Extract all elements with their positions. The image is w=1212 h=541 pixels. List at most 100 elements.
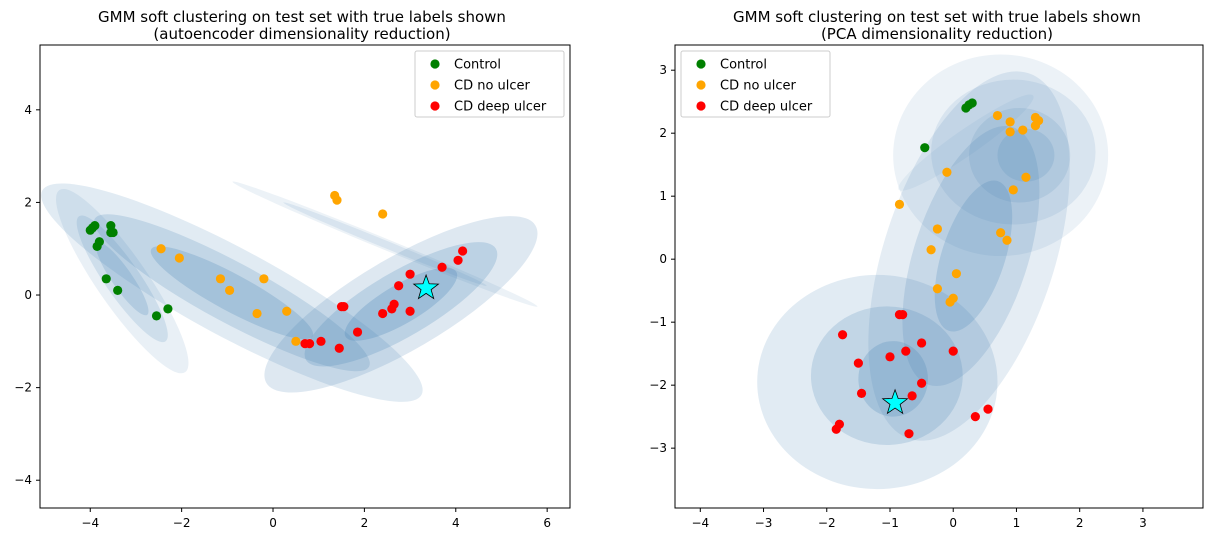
right-point-cd-no-ulcer-1	[1005, 117, 1015, 127]
right-point-cd-deep-ulcer-12	[970, 412, 980, 422]
left-star-marker	[412, 273, 440, 300]
right-gmm-ellipse-0	[757, 274, 998, 490]
right-legend-entry-cd-no-ulcer: CD no ulcer	[696, 79, 797, 94]
left-y-tick-label: −2	[14, 381, 32, 395]
right-legend-box	[680, 50, 831, 118]
right-chart-title: GMM soft clustering on test set with tru…	[733, 8, 1141, 26]
right-point-cd-no-ulcer-2	[1005, 127, 1015, 137]
right-gmm-ellipses	[757, 54, 1109, 490]
left-legend-label-cd-no-ulcer: CD no ulcer	[454, 79, 531, 94]
right-chart-subtitle: (PCA dimensionality reduction)	[821, 25, 1053, 43]
left-gmm-ellipse-9	[232, 181, 538, 307]
right-legend-label-cd-deep-ulcer: CD deep ulcer	[720, 100, 813, 115]
right-point-cd-no-ulcer-8	[1021, 172, 1031, 182]
right-y-tick-label: −3	[649, 441, 667, 455]
right-y-tick-label: 3	[659, 63, 667, 77]
left-point-cd-deep-ulcer-15	[458, 246, 468, 256]
right-point-cd-no-ulcer-15	[951, 269, 961, 279]
left-point-control-10	[151, 311, 162, 321]
left-legend-label-control: Control	[454, 58, 501, 73]
right-point-cd-deep-ulcer-1	[898, 310, 908, 320]
right-x-tick-label: −1	[881, 516, 899, 530]
right-point-cd-deep-ulcer-9	[856, 388, 867, 398]
left-chart-subtitle: (autoencoder dimensionality reduction)	[153, 25, 450, 43]
left-y-tick-label: 4	[24, 103, 32, 117]
left-gmm-ellipse-7	[304, 242, 498, 367]
right-point-cd-deep-ulcer-15	[904, 429, 914, 439]
right-legend-marker-control	[696, 59, 706, 69]
left-point-control-9	[113, 285, 123, 295]
right-gmm-ellipse-4	[902, 126, 1040, 387]
right-gmm-ellipse-8	[969, 107, 1071, 203]
right-point-cd-no-ulcer-9	[942, 167, 952, 177]
right-point-cd-deep-ulcer-11	[983, 404, 993, 414]
left-x-tick-label: 4	[452, 516, 460, 530]
right-x-tick-label: −4	[691, 516, 709, 530]
right-legend-entry-control: Control	[696, 58, 767, 73]
left-point-cd-deep-ulcer-10	[394, 281, 404, 291]
left-point-control-5	[106, 227, 116, 238]
left-point-cd-no-ulcer-1	[174, 253, 184, 263]
left-y-tick-label: −4	[14, 473, 32, 487]
left-point-cd-no-ulcer-0	[156, 244, 166, 254]
left-point-cd-deep-ulcer-7	[378, 308, 388, 319]
right-legend-label-control: Control	[720, 58, 767, 73]
left-gmm-ellipse-0	[56, 188, 189, 374]
left-point-cd-deep-ulcer-1	[304, 339, 315, 349]
left-legend-marker-cd-deep-ulcer	[430, 101, 440, 111]
left-legend-entry-cd-deep-ulcer: CD deep ulcer	[430, 100, 547, 115]
left-x-tick-label: 6	[543, 516, 551, 530]
right-legend: Control CD no ulcer CD deep ulcer	[680, 50, 831, 118]
right-legend-marker-cd-no-ulcer	[696, 80, 706, 90]
left-point-cd-no-ulcer-5	[252, 308, 262, 319]
left-legend-box	[414, 50, 565, 118]
left-legend-entry-cd-no-ulcer: CD no ulcer	[430, 79, 531, 94]
autoencoder-panel: GMM soft clustering on test set with tru…	[14, 8, 571, 530]
left-point-cd-no-ulcer-3	[225, 285, 235, 295]
right-gmm-ellipse-7	[931, 79, 1096, 225]
left-point-control-8	[101, 274, 111, 284]
right-point-cd-deep-ulcer-14	[831, 424, 841, 434]
left-legend-label-cd-deep-ulcer: CD deep ulcer	[454, 100, 547, 115]
left-legend-marker-control	[430, 59, 440, 69]
right-axis-ticks: −4 −3 −2 −1 0 1 2 3 −3 −2 −1 0 1 2 3	[649, 63, 1146, 530]
right-y-tick-label: −1	[649, 315, 667, 329]
right-star-marker	[881, 388, 909, 415]
left-point-cd-deep-ulcer-14	[453, 255, 463, 265]
right-point-cd-deep-ulcer-7	[853, 358, 863, 368]
right-legend-entry-cd-deep-ulcer: CD deep ulcer	[696, 100, 813, 115]
left-x-tick-label: −2	[173, 516, 191, 530]
right-point-cd-no-ulcer-12	[926, 245, 936, 255]
left-legend-entry-control: Control	[430, 58, 501, 73]
right-point-cd-deep-ulcer-4	[901, 346, 911, 356]
right-scatter-points	[831, 98, 1044, 439]
left-plot-frame	[39, 44, 571, 509]
right-x-tick-label: 0	[949, 516, 957, 530]
left-legend: Control CD no ulcer CD deep ulcer	[414, 50, 565, 118]
left-gmm-ellipse-10	[283, 202, 487, 286]
left-x-tick-label: −4	[81, 516, 99, 530]
left-point-cd-deep-ulcer-13	[437, 262, 447, 272]
left-point-control-7	[92, 241, 102, 252]
left-point-control-2	[90, 220, 100, 231]
right-x-tick-label: −2	[818, 516, 836, 530]
right-gmm-ellipse-3	[868, 71, 1070, 441]
right-x-tick-label: 1	[1013, 516, 1021, 530]
right-point-cd-no-ulcer-16	[932, 284, 943, 294]
left-point-cd-deep-ulcer-3	[334, 343, 344, 353]
right-point-cd-deep-ulcer-10	[907, 391, 917, 401]
left-point-control-3	[106, 220, 116, 231]
left-x-tick-label: 0	[269, 516, 277, 530]
right-plot-frame	[674, 44, 1204, 509]
right-point-cd-deep-ulcer-5	[948, 346, 958, 356]
left-axis-ticks: −4 −2 0 2 4 6 −4 −2 0 2 4	[14, 103, 551, 530]
left-point-cd-no-ulcer-7	[291, 336, 301, 346]
right-legend-marker-cd-deep-ulcer	[696, 101, 706, 111]
left-point-cd-deep-ulcer-11	[405, 269, 415, 279]
right-x-tick-label: 2	[1076, 516, 1084, 530]
left-point-cd-no-ulcer-10	[378, 209, 388, 219]
right-point-cd-no-ulcer-10	[894, 199, 905, 209]
pca-panel: GMM soft clustering on test set with tru…	[649, 8, 1204, 530]
right-x-tick-label: 3	[1139, 516, 1147, 530]
left-y-tick-label: 0	[24, 288, 32, 302]
